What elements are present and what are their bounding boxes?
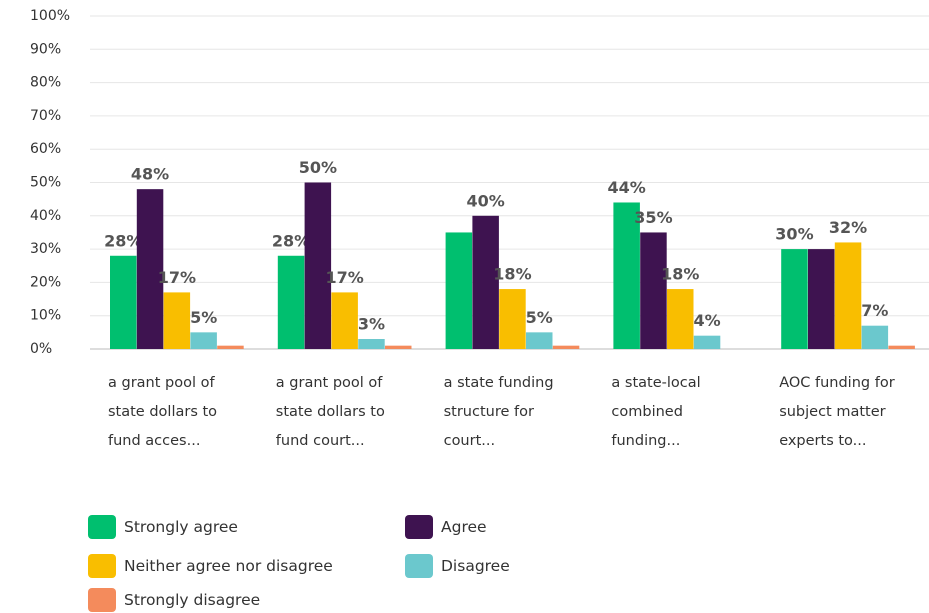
x-tick-label: a state funding structure for court... [443, 375, 554, 449]
y-tick-label: 30% [30, 241, 61, 257]
x-tick-label: a grant pool of state dollars to fund co… [275, 375, 385, 449]
data-label: 32% [829, 218, 867, 237]
legend-swatch [88, 588, 116, 612]
x-tick-label: AOC funding for subject matter experts t… [779, 375, 895, 449]
bar [163, 292, 191, 349]
data-label: 44% [608, 178, 646, 197]
data-label: 28% [272, 231, 310, 250]
bar [693, 335, 721, 349]
bar [861, 325, 889, 349]
y-tick-label: 20% [30, 274, 61, 290]
bar [499, 289, 526, 349]
bar [613, 202, 640, 349]
legend-item: Agree [405, 515, 487, 539]
x-tick-label: a state-local combined funding... [611, 375, 701, 449]
bar [190, 332, 217, 349]
bar [552, 345, 580, 349]
bar [217, 345, 244, 349]
legend-item: Strongly disagree [88, 588, 260, 612]
data-label: 5% [190, 308, 217, 327]
legend-label: Disagree [441, 557, 510, 575]
y-tick-label: 40% [30, 208, 61, 224]
data-label: 5% [526, 308, 553, 327]
legend-item: Disagree [405, 554, 510, 578]
bar [667, 289, 694, 349]
legend-item: Neither agree nor disagree [88, 554, 333, 578]
bar [781, 249, 808, 349]
data-label: 17% [158, 268, 196, 287]
data-label: 18% [493, 265, 531, 284]
bar [304, 182, 332, 349]
bar [331, 292, 358, 349]
x-tick-label: a grant pool of state dollars to fund ac… [108, 375, 218, 449]
data-label: 48% [131, 165, 169, 184]
legend-swatch [88, 515, 116, 539]
bar [136, 189, 164, 349]
bar [358, 339, 385, 349]
data-label: 28% [104, 231, 142, 250]
bar [834, 242, 862, 349]
y-tick-label: 70% [30, 108, 61, 124]
bar [277, 255, 305, 349]
y-tick-label: 90% [30, 41, 61, 57]
bar [640, 232, 667, 349]
data-label: 3% [358, 315, 385, 334]
y-tick-label: 60% [30, 141, 61, 157]
legend-item: Strongly agree [88, 515, 238, 539]
y-tick-label: 0% [30, 341, 52, 357]
bar [385, 345, 412, 349]
data-label: 7% [861, 301, 888, 320]
legend-swatch [88, 554, 116, 578]
data-label: 35% [634, 208, 672, 227]
data-label: 50% [299, 158, 337, 177]
legend-label: Agree [441, 518, 487, 536]
y-tick-label: 50% [30, 175, 61, 191]
legend-swatch [405, 554, 433, 578]
legend-label: Strongly agree [124, 518, 238, 536]
y-tick-label: 80% [30, 75, 61, 91]
legend-label: Neither agree nor disagree [124, 557, 333, 575]
bar [110, 255, 137, 349]
y-tick-label: 100% [30, 8, 70, 24]
bar [445, 232, 473, 349]
legend-swatch [405, 515, 433, 539]
bar [888, 345, 915, 349]
data-label: 4% [693, 311, 720, 330]
data-label: 17% [326, 268, 364, 287]
bar [526, 332, 553, 349]
data-label: 40% [467, 191, 505, 210]
y-tick-label: 10% [30, 308, 61, 324]
bar [472, 215, 499, 349]
data-label: 18% [661, 265, 699, 284]
legend-label: Strongly disagree [124, 591, 261, 609]
bar [808, 249, 835, 349]
data-label: 30% [775, 225, 813, 244]
